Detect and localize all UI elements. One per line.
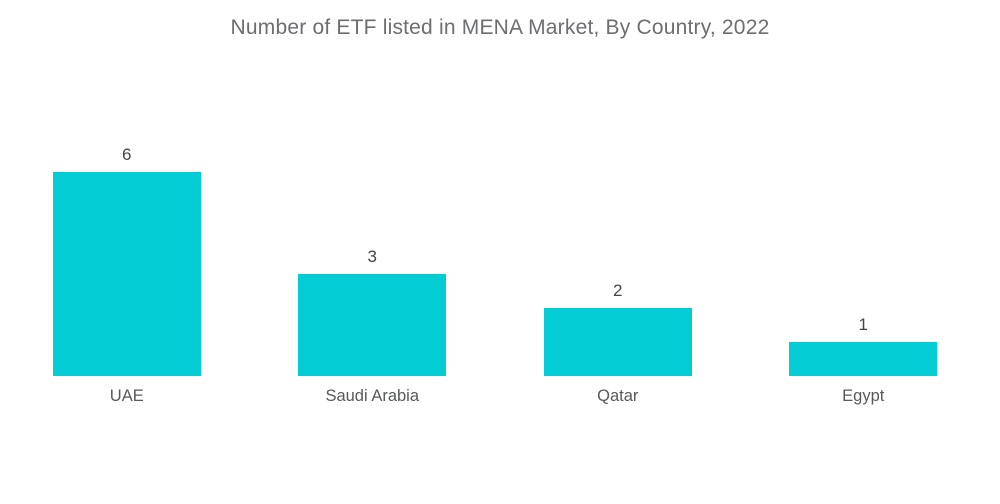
bar [298,274,447,376]
bar [789,342,938,376]
chart-title: Number of ETF listed in MENA Market, By … [230,16,770,39]
bar-column: 2 Qatar [495,0,741,504]
plot-area: 6 UAE 3 Saudi Arabia 2 Qatar 1 Egypt [4,0,986,504]
bar-column: 1 Egypt [741,0,987,504]
bar-column: 3 Saudi Arabia [250,0,496,504]
category-label: Qatar [597,387,639,405]
category-label: Saudi Arabia [325,387,420,405]
bar [52,172,201,376]
bar-value-label: 3 [367,247,377,266]
bar-value-label: 2 [613,281,623,300]
bar-column: 6 UAE [4,0,250,504]
category-label: Egypt [842,387,885,405]
bar-value-label: 6 [122,145,132,164]
bar [543,308,692,376]
bar-value-label: 1 [858,315,868,334]
category-label: UAE [109,387,144,405]
